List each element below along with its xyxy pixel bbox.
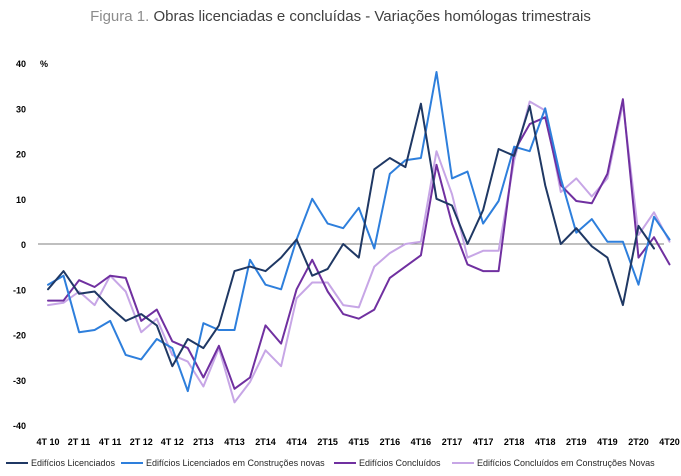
x-tick-label: 4T14 [286, 437, 307, 447]
series-line [47, 71, 671, 393]
x-tick-label: 2T17 [442, 437, 463, 447]
x-tick-label: 4T19 [597, 437, 618, 447]
series-line [47, 98, 671, 390]
x-tick-label: 4T 11 [99, 437, 122, 447]
y-tick-label: 10 [16, 195, 26, 205]
chart-title: Figura 1. Obras licenciadas e concluídas… [0, 8, 681, 25]
x-tick-label: 2T18 [504, 437, 525, 447]
y-tick-label: -40 [13, 421, 26, 431]
y-unit-label: % [40, 59, 48, 69]
x-tick-label: 2T16 [380, 437, 401, 447]
legend-label: Edifícios Concluídos em Construções Nova… [477, 458, 655, 468]
series-lines [47, 71, 671, 404]
y-tick-label: 40 [16, 59, 26, 69]
x-tick-label: 4T15 [349, 437, 370, 447]
series-line [47, 102, 655, 368]
x-tick-label: 4T 12 [161, 437, 184, 447]
x-tick-label: 2T19 [566, 437, 587, 447]
x-tick-label: 2T 12 [130, 437, 153, 447]
y-tick-label: -30 [13, 376, 26, 386]
legend-label: Edifícios Licenciados [31, 458, 116, 468]
y-tick-label: -20 [13, 331, 26, 341]
x-tick-label: 4T16 [411, 437, 432, 447]
legend: Edifícios Licenciados Edifícios Licenciad… [6, 458, 655, 468]
x-tick-label: 4T13 [224, 437, 245, 447]
axes: -40 -30 -20 -10 0 10 20 30 40 % 4T 10 2T 11 4T 11 2T … [13, 59, 680, 447]
x-tick-label: 4T20 [659, 437, 680, 447]
x-tick-label: 2T 11 [68, 437, 91, 447]
y-tick-label: -10 [13, 285, 26, 295]
x-tick-label: 2T14 [255, 437, 276, 447]
figure-title: Obras licenciadas e concluídas - Variaçõ… [153, 8, 591, 25]
x-tick-label: 4T 10 [36, 437, 59, 447]
x-tick-label: 2T13 [193, 437, 214, 447]
x-tick-label: 2T20 [628, 437, 649, 447]
y-tick-label: 20 [16, 150, 26, 160]
y-tick-label: 30 [16, 104, 26, 114]
x-tick-label: 4T18 [535, 437, 556, 447]
legend-label: Edifícios Concluídos [359, 458, 441, 468]
legend-label: Edifícios Licenciados em Construções nov… [146, 458, 325, 468]
series-line [47, 100, 671, 404]
x-tick-label: 4T17 [473, 437, 494, 447]
x-tick-label: 2T15 [317, 437, 338, 447]
y-tick-label: 0 [21, 240, 26, 250]
figure-number: Figura 1. [90, 8, 150, 25]
